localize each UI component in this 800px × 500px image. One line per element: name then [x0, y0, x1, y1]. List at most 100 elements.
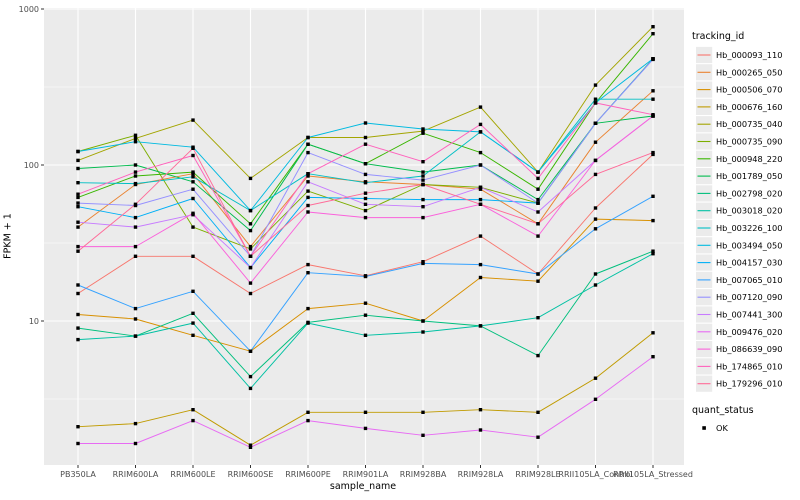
data-point: [191, 153, 195, 158]
data-point: [421, 433, 425, 437]
data-point: [363, 333, 368, 337]
x-tick-label: RRII105LA_Stressed: [613, 470, 693, 479]
legend-item-label: Hb_007065_010: [716, 275, 782, 285]
data-point: [191, 180, 195, 184]
data-point: [651, 249, 655, 253]
data-point: [536, 201, 540, 205]
data-point: [248, 291, 253, 296]
data-point: [306, 306, 310, 311]
data-point: [363, 181, 368, 185]
data-point: [306, 135, 310, 140]
data-point: [76, 158, 80, 163]
data-point: [363, 301, 368, 305]
x-tick-label: RRIM928LA: [458, 470, 504, 479]
data-point: [478, 324, 483, 328]
data-point: [363, 121, 368, 125]
data-point: [478, 234, 483, 238]
data-point: [593, 158, 598, 163]
data-point: [306, 195, 310, 200]
legend-item-label: Hb_007120_090: [716, 292, 782, 302]
data-point: [306, 410, 310, 414]
data-point: [191, 225, 195, 229]
plot-panel: [44, 8, 684, 465]
data-point: [478, 187, 483, 191]
data-point: [651, 218, 655, 223]
data-point: [306, 271, 310, 275]
data-point: [191, 196, 195, 201]
data-point: [363, 162, 368, 166]
data-point: [133, 306, 138, 311]
data-point: [421, 160, 425, 164]
data-point: [76, 181, 80, 185]
legend-item-label: Hb_000676_160: [716, 102, 782, 112]
data-point: [593, 83, 598, 87]
data-point: [133, 163, 138, 167]
data-point: [536, 176, 540, 181]
data-point: [536, 222, 540, 226]
data-point: [651, 252, 655, 256]
data-point: [191, 418, 195, 423]
data-point: [651, 57, 655, 62]
data-point: [133, 174, 138, 178]
data-point: [248, 386, 253, 391]
data-point: [248, 374, 253, 379]
data-point: [133, 334, 138, 338]
legend-item-label: Hb_000265_050: [716, 67, 782, 77]
data-point: [363, 426, 368, 431]
data-point: [191, 408, 195, 412]
data-point: [536, 410, 540, 414]
legend-item-label: Hb_000506_070: [716, 85, 782, 95]
data-point: [421, 182, 425, 187]
data-point: [536, 316, 540, 320]
data-point: [306, 321, 310, 325]
data-point: [248, 228, 253, 233]
data-point: [76, 225, 80, 229]
data-point: [306, 210, 310, 214]
data-point: [248, 349, 253, 353]
data-point: [191, 333, 195, 337]
data-point: [651, 355, 655, 359]
data-point: [536, 187, 540, 191]
data-point: [133, 170, 138, 174]
data-point: [76, 291, 80, 296]
data-point: [421, 261, 425, 266]
data-point: [306, 174, 310, 178]
data-point: [133, 202, 138, 206]
x-tick-label: RRIM600SE: [228, 470, 274, 479]
data-point: [248, 244, 253, 249]
data-point: [651, 25, 655, 29]
data-point: [76, 201, 80, 205]
data-point: [651, 152, 655, 157]
x-tick-label: RRIM600LA: [113, 470, 159, 479]
data-point: [536, 234, 540, 238]
data-point: [363, 202, 368, 206]
data-point: [133, 421, 138, 426]
data-point: [593, 283, 598, 287]
data-point: [363, 196, 368, 201]
data-point: [306, 150, 310, 155]
data-point: [478, 202, 483, 206]
data-point: [651, 331, 655, 335]
data-point: [76, 220, 80, 224]
legend-item-label: Hb_001789_050: [716, 171, 782, 181]
data-point: [191, 254, 195, 258]
data-point: [76, 441, 80, 446]
data-point: [306, 262, 310, 267]
legend-item-label: Hb_003226_100: [716, 223, 782, 233]
legend-item-label: Hb_003494_050: [716, 240, 782, 250]
data-point: [593, 227, 598, 231]
legend-item-label: Hb_000735_090: [716, 137, 782, 147]
x-tick-label: RRIM600PE: [285, 470, 331, 479]
data-point: [363, 274, 368, 279]
data-point: [76, 166, 80, 171]
data-point: [478, 105, 483, 109]
data-point: [76, 249, 80, 253]
data-point: [133, 181, 138, 186]
data-point: [363, 172, 368, 177]
data-point: [421, 127, 425, 131]
data-point: [421, 131, 425, 135]
data-point: [363, 410, 368, 414]
data-point: [133, 317, 138, 321]
